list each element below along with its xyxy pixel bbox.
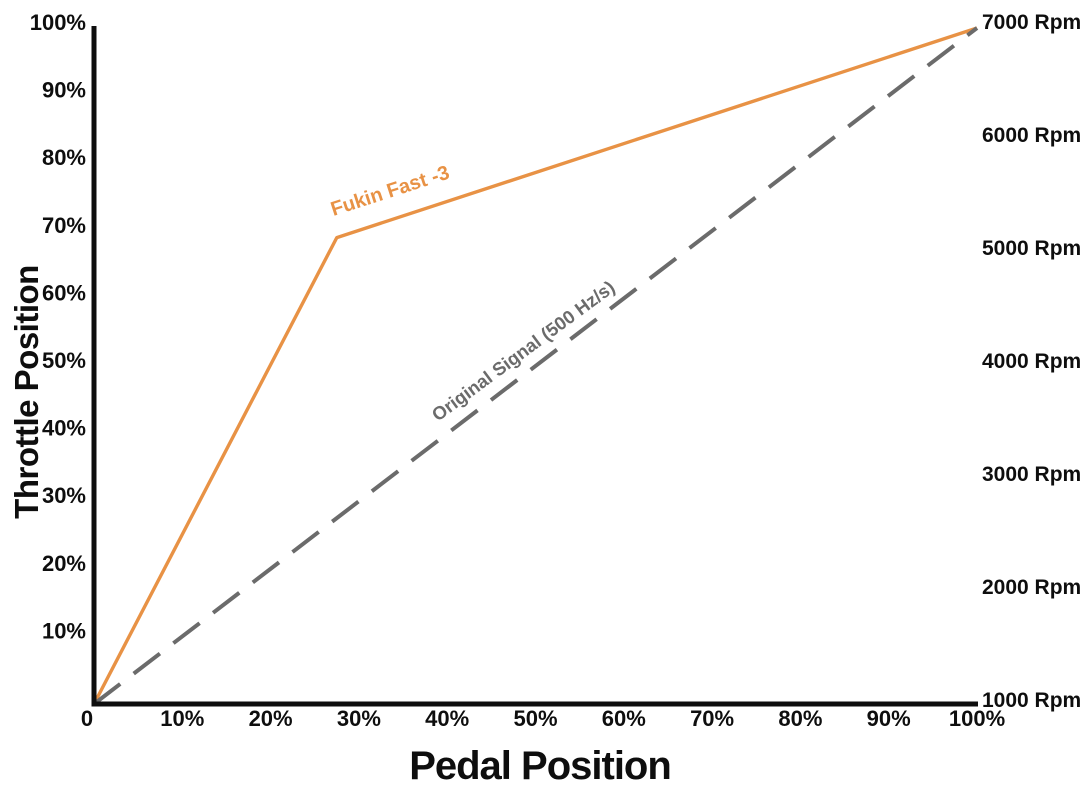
- x-tick-label: 70%: [690, 706, 734, 731]
- y-left-tick-label: 50%: [42, 348, 86, 373]
- y-right-tick-label: 2000 Rpm: [982, 576, 1080, 599]
- y-right-tick-label: 5000 Rpm: [982, 237, 1080, 260]
- x-tick-label: 0: [81, 706, 93, 731]
- x-tick-label: 20%: [249, 706, 293, 731]
- y-left-tick-label: 30%: [42, 483, 86, 508]
- y-left-tick-label: 60%: [42, 280, 86, 305]
- y-left-tick-label: 20%: [42, 551, 86, 576]
- y-axis-title: Throttle Position: [8, 265, 45, 519]
- x-tick-label: 40%: [425, 706, 469, 731]
- y-left-tick-label: 90%: [42, 78, 86, 103]
- y-left-tick-label: 70%: [42, 213, 86, 238]
- y-right-tick-label: 4000 Rpm: [982, 350, 1080, 373]
- x-tick-label: 100%: [949, 706, 1005, 731]
- y-right-tick-label: 6000 Rpm: [982, 124, 1080, 147]
- x-tick-label: 50%: [513, 706, 557, 731]
- y-right-tick-label: 1000 Rpm: [982, 689, 1080, 712]
- series-layer: [92, 26, 979, 706]
- y-right-tick-label: 7000 Rpm: [982, 11, 1080, 34]
- x-axis-title: Pedal Position: [409, 744, 671, 788]
- x-tick-label: 80%: [778, 706, 822, 731]
- y-right-tick-label: 3000 Rpm: [982, 463, 1080, 486]
- x-tick-label: 30%: [337, 706, 381, 731]
- series-label-fukin-fast: Fukin Fast -3: [328, 162, 452, 221]
- x-tick-label: 90%: [867, 706, 911, 731]
- x-tick-label: 60%: [602, 706, 646, 731]
- series-line-0: [92, 26, 978, 705]
- y-left-tick-label: 10%: [42, 618, 86, 643]
- series-line-1: [92, 26, 979, 706]
- tick-layer: 0 10% 20% 30% 40% 50% 60% 70% 80% 90% 100% 100% 90% 8…: [30, 10, 1080, 731]
- series-label-original-signal: Original Signal (500 Hz/s): [428, 276, 619, 425]
- y-left-tick-label: 100%: [30, 10, 86, 35]
- y-left-tick-label: 40%: [42, 416, 86, 441]
- x-tick-label: 10%: [160, 706, 204, 731]
- y-left-tick-label: 80%: [42, 145, 86, 170]
